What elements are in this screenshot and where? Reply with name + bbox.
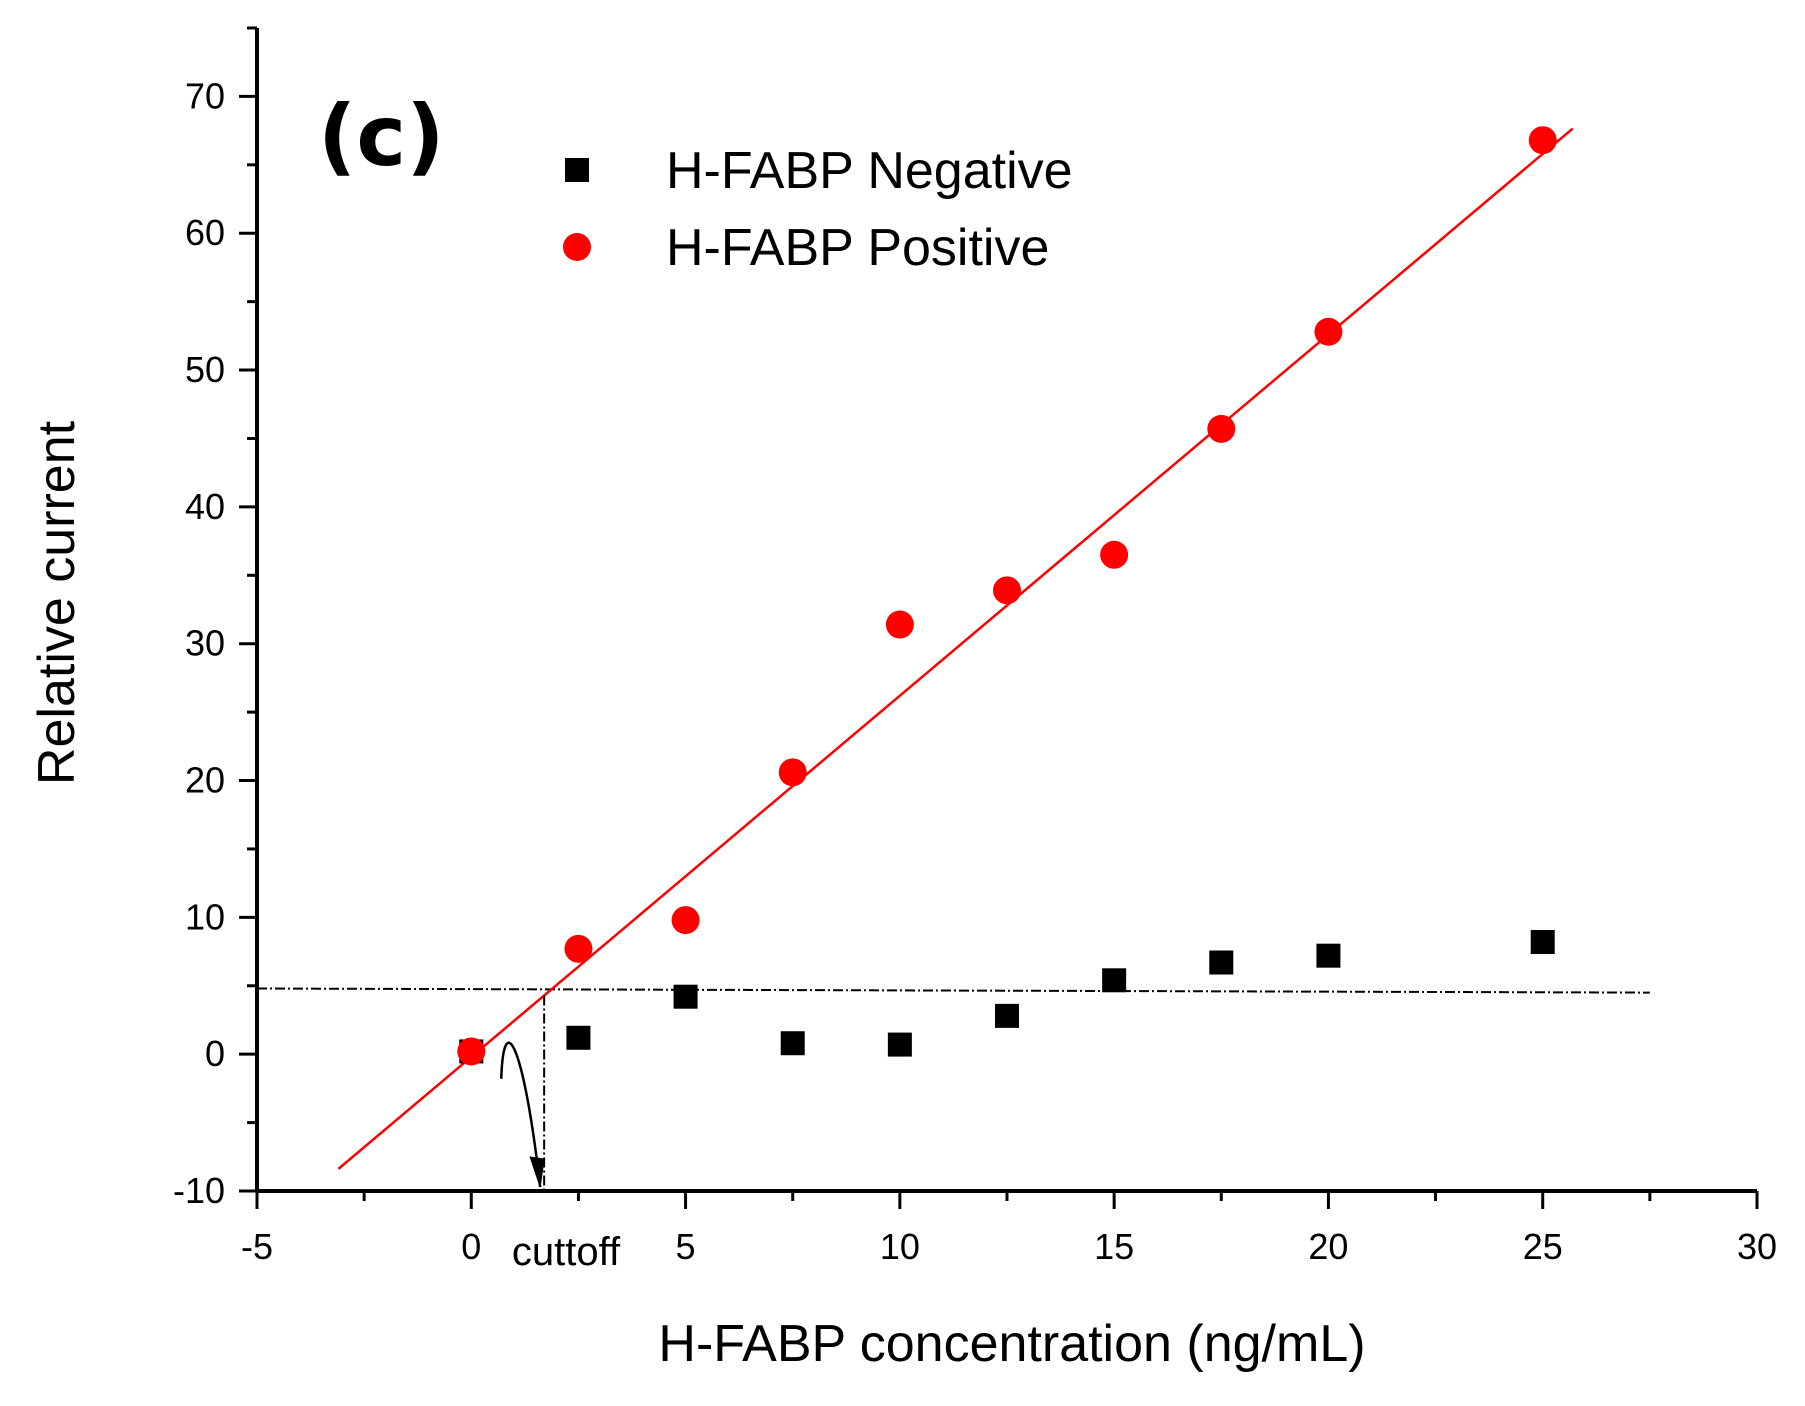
x-tick-label: 10: [880, 1226, 920, 1267]
legend-marker-positive: [563, 233, 591, 261]
positive-data-point: [671, 906, 700, 935]
y-tick-label: 0: [205, 1033, 225, 1074]
chart-lines: [256, 127, 1650, 1189]
legend-label: H-FABP Positive: [666, 219, 1049, 277]
y-axis-title: Relative current: [28, 420, 86, 785]
negative-data-point: [1102, 968, 1127, 993]
y-tick-label: 20: [185, 760, 225, 801]
positive-data-point: [564, 934, 593, 963]
y-tick-label: 40: [185, 486, 225, 527]
negative-data-point: [566, 1025, 591, 1050]
positive-data-point: [1100, 540, 1129, 569]
cutoff-line: [256, 987, 1650, 994]
y-tick-label: -10: [173, 1170, 225, 1211]
negative-data-point: [673, 984, 698, 1009]
negative-data-point: [1530, 929, 1555, 954]
x-tick-label: 25: [1523, 1226, 1563, 1267]
positive-data-point: [1528, 126, 1557, 155]
negative-data-point: [1209, 950, 1234, 975]
x-tick-label: 0: [461, 1226, 481, 1267]
negative-data-point: [1316, 943, 1341, 968]
legend-label: H-FABP Negative: [666, 142, 1073, 200]
linear-fit-line: [337, 127, 1574, 1170]
y-tick-label: 30: [185, 623, 225, 664]
legend: H-FABP Negative H-FABP Positive: [563, 142, 1073, 277]
negative-data-point: [780, 1031, 805, 1056]
cutoff-arrow: [500, 1041, 542, 1188]
x-tick-label: 30: [1737, 1226, 1777, 1267]
negative-data-point: [995, 1003, 1019, 1028]
panel-label: (c): [318, 87, 445, 185]
positive-data-point: [993, 576, 1021, 605]
x-axis-ticks: -5 0 5 10 15 20 25 30: [241, 1191, 1777, 1267]
y-tick-label: 50: [185, 349, 225, 390]
x-tick-label: 20: [1308, 1226, 1348, 1267]
negative-data-point: [887, 1032, 912, 1057]
x-tick-label: 5: [676, 1226, 696, 1267]
cutoff-arrowhead: [529, 1156, 545, 1188]
y-tick-label: 10: [185, 896, 225, 937]
positive-data-point: [1314, 317, 1343, 346]
cutoff-label: cuttoff: [512, 1230, 621, 1274]
positive-data-point: [1207, 414, 1236, 443]
positive-data-point: [885, 610, 914, 639]
positive-data-point: [457, 1037, 486, 1066]
chart-points: [457, 126, 1557, 1066]
x-axis-title: H-FABP concentration (ng/mL): [658, 1315, 1365, 1373]
x-tick-label: 15: [1094, 1226, 1134, 1267]
y-axis-ticks: -10 0 10 20 30 40 50 60 70: [173, 26, 257, 1211]
positive-data-point: [778, 758, 807, 787]
y-tick-label: 70: [185, 75, 225, 116]
legend-marker-negative: [565, 158, 589, 182]
x-tick-label: -5: [241, 1226, 273, 1267]
y-tick-label: 60: [185, 212, 225, 253]
